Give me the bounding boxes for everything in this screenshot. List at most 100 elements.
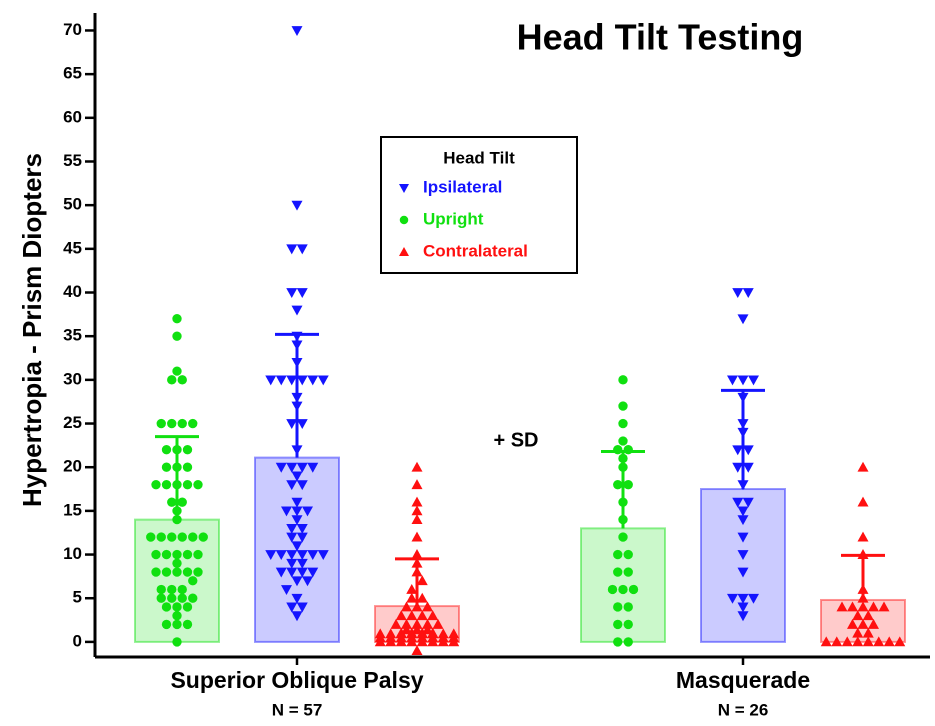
- point: [836, 601, 848, 612]
- category-note: N = 26: [718, 700, 769, 719]
- point: [291, 497, 303, 508]
- legend: Head Tilt Ipsilateral Upright Contralateral: [380, 136, 578, 274]
- point: [432, 618, 444, 629]
- point: [161, 567, 172, 577]
- y-tick-label: 15: [63, 500, 82, 519]
- point: [296, 480, 308, 491]
- point: [281, 585, 292, 595]
- point: [737, 375, 749, 386]
- y-tick-label: 60: [63, 107, 82, 126]
- error-bar: [155, 435, 199, 520]
- point: [296, 550, 308, 561]
- point: [613, 602, 623, 612]
- legend-title: Head Tilt: [443, 148, 515, 167]
- point: [613, 479, 623, 490]
- point: [265, 375, 277, 386]
- point: [291, 541, 303, 552]
- y-tick-label: 50: [63, 195, 82, 214]
- point: [862, 627, 874, 638]
- point: [193, 567, 203, 577]
- point: [172, 619, 182, 630]
- point: [172, 558, 182, 568]
- point: [411, 645, 423, 656]
- point: [618, 436, 628, 446]
- point: [374, 628, 386, 639]
- point: [401, 624, 412, 635]
- point: [422, 618, 433, 629]
- point: [727, 593, 738, 604]
- x-tick-label: Masquerade: [676, 667, 810, 693]
- point: [286, 523, 298, 534]
- point: [296, 462, 308, 473]
- point: [427, 627, 439, 638]
- point: [852, 627, 864, 638]
- point: [613, 637, 623, 647]
- error-bar: [841, 553, 885, 600]
- point: [296, 288, 308, 299]
- point: [857, 496, 869, 507]
- point: [613, 445, 623, 455]
- point: [307, 462, 319, 473]
- point: [317, 550, 329, 561]
- point: [406, 627, 418, 638]
- point: [151, 567, 161, 577]
- point: [296, 375, 308, 386]
- y-tick-label: 55: [63, 151, 82, 170]
- point: [291, 611, 303, 622]
- point: [286, 462, 298, 473]
- point: [177, 375, 187, 385]
- point: [406, 592, 418, 603]
- point: [748, 593, 759, 604]
- point: [286, 558, 298, 569]
- point: [732, 462, 744, 473]
- point: [182, 462, 193, 472]
- point: [873, 636, 885, 647]
- point: [427, 610, 439, 621]
- point: [831, 636, 843, 647]
- point: [146, 532, 156, 542]
- point: [613, 567, 623, 577]
- legend-marker: [399, 184, 409, 193]
- point: [732, 445, 744, 456]
- y-tick-label: 45: [63, 238, 82, 257]
- point: [151, 479, 161, 490]
- point: [296, 558, 308, 569]
- point: [411, 549, 423, 559]
- point: [307, 375, 319, 386]
- point: [172, 314, 182, 324]
- point: [737, 532, 749, 543]
- point: [406, 583, 418, 594]
- point: [172, 366, 182, 376]
- point: [737, 593, 749, 604]
- point: [177, 418, 187, 429]
- legend-label: Contralateral: [423, 241, 528, 260]
- point: [182, 602, 193, 612]
- point: [177, 532, 187, 542]
- point: [188, 418, 198, 429]
- point: [167, 418, 177, 429]
- point: [291, 506, 303, 517]
- point: [161, 479, 172, 490]
- point: [188, 576, 198, 586]
- point: [172, 549, 182, 560]
- point: [618, 418, 628, 429]
- point: [628, 584, 639, 595]
- point: [193, 479, 203, 490]
- point: [296, 602, 308, 613]
- point: [737, 550, 749, 561]
- point: [857, 601, 869, 612]
- error-bar: [275, 332, 319, 458]
- point: [737, 567, 749, 578]
- point: [390, 618, 402, 629]
- point: [737, 515, 749, 526]
- point: [286, 375, 298, 386]
- x-tick-label: Superior Oblique Palsy: [170, 667, 423, 693]
- point: [411, 531, 423, 542]
- y-tick-label: 5: [73, 588, 82, 607]
- point: [296, 419, 308, 430]
- point: [737, 611, 749, 622]
- point: [868, 618, 879, 629]
- point: [188, 593, 198, 603]
- point: [307, 550, 319, 561]
